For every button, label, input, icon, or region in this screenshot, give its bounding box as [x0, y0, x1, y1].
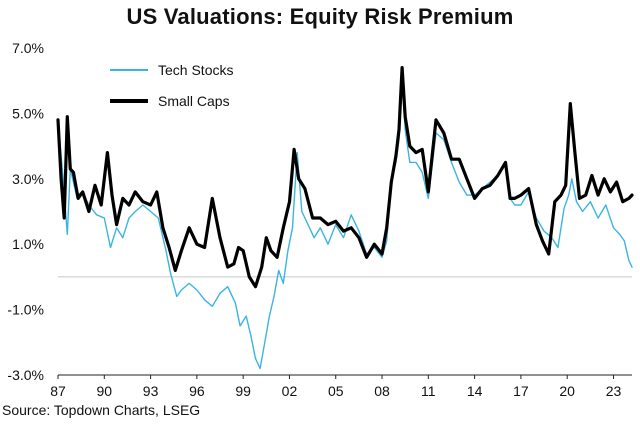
- y-tick-label: 7.0%: [12, 40, 44, 56]
- x-tick-label: 23: [606, 383, 622, 399]
- legend-label: Small Caps: [158, 93, 230, 109]
- series-line-small-caps: [56, 65, 634, 289]
- chart-title: US Valuations: Equity Risk Premium: [126, 4, 514, 29]
- x-tick-label: 05: [328, 383, 344, 399]
- legend: Tech Stocks Small Caps: [110, 62, 233, 109]
- series-line-tech-stocks: [57, 79, 633, 370]
- axes-layer: -3.0% -1.0% 1.0% 3.0% 5.0% 7.0% 87 90 93 96 99 02 05…: [7, 40, 632, 399]
- x-tick-label: 17: [513, 383, 529, 399]
- y-tick-label: 1.0%: [12, 236, 44, 252]
- y-tick-label: 3.0%: [12, 171, 44, 187]
- x-tick-label: 20: [559, 383, 575, 399]
- x-tick-label: 93: [143, 383, 159, 399]
- x-tick-label: 99: [235, 383, 251, 399]
- x-tick-label: 08: [374, 383, 390, 399]
- series-layer: [56, 65, 634, 370]
- x-tick-label: 96: [189, 383, 205, 399]
- y-tick-label: -3.0%: [7, 367, 44, 383]
- x-tick-label: 14: [467, 383, 483, 399]
- x-tick-label: 11: [421, 383, 436, 399]
- x-tick-label: 90: [97, 383, 113, 399]
- source-note: Source: Topdown Charts, LSEG: [2, 402, 201, 418]
- legend-label: Tech Stocks: [158, 62, 233, 78]
- x-tick-label: 02: [282, 383, 298, 399]
- y-tick-label: 5.0%: [12, 105, 44, 121]
- x-tick-label: 87: [50, 383, 66, 399]
- y-tick-label: -1.0%: [7, 302, 44, 318]
